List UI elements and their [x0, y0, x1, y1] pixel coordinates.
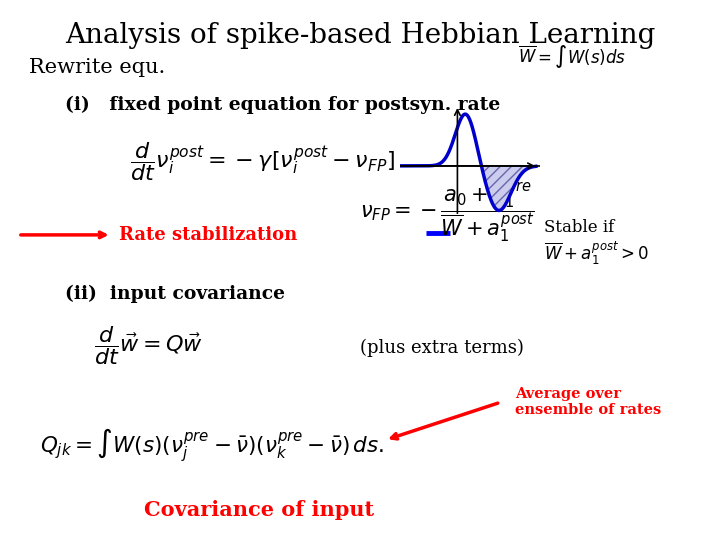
- Text: Average over
ensemble of rates: Average over ensemble of rates: [515, 387, 661, 417]
- Text: Rewrite equ.: Rewrite equ.: [29, 58, 165, 77]
- Text: $\dfrac{d}{dt}\vec{w} = Q\vec{w}$: $\dfrac{d}{dt}\vec{w} = Q\vec{w}$: [94, 324, 202, 367]
- Text: $\nu_{FP} = -\dfrac{a_0 + a_1^{pre}}{\overline{W} + a_1^{post}}$: $\nu_{FP} = -\dfrac{a_0 + a_1^{pre}}{\ov…: [360, 181, 535, 245]
- Text: (plus extra terms): (plus extra terms): [360, 339, 524, 357]
- Text: $\dfrac{d}{dt}\nu_i^{post} = -\gamma[\nu_i^{post} - \nu_{FP}]$: $\dfrac{d}{dt}\nu_i^{post} = -\gamma[\nu…: [130, 140, 395, 184]
- Text: Stable if: Stable if: [544, 219, 614, 237]
- Text: Rate stabilization: Rate stabilization: [119, 226, 297, 244]
- Text: Analysis of spike-based Hebbian Learning: Analysis of spike-based Hebbian Learning: [65, 22, 655, 49]
- Text: Covariance of input: Covariance of input: [144, 500, 374, 521]
- Text: $\overline{W} = \int W(s)ds$: $\overline{W} = \int W(s)ds$: [518, 43, 626, 70]
- Text: $Q_{jk} = \int W(s)(\nu_j^{pre} - \bar{\nu})(\nu_k^{pre} - \bar{\nu})\,ds.$: $Q_{jk} = \int W(s)(\nu_j^{pre} - \bar{\…: [40, 427, 384, 464]
- Text: (i)   fixed point equation for postsyn. rate: (i) fixed point equation for postsyn. ra…: [65, 96, 500, 114]
- Text: (ii)  input covariance: (ii) input covariance: [65, 285, 285, 303]
- Text: $\overline{W} + a_1^{post} > 0$: $\overline{W} + a_1^{post} > 0$: [544, 240, 649, 267]
